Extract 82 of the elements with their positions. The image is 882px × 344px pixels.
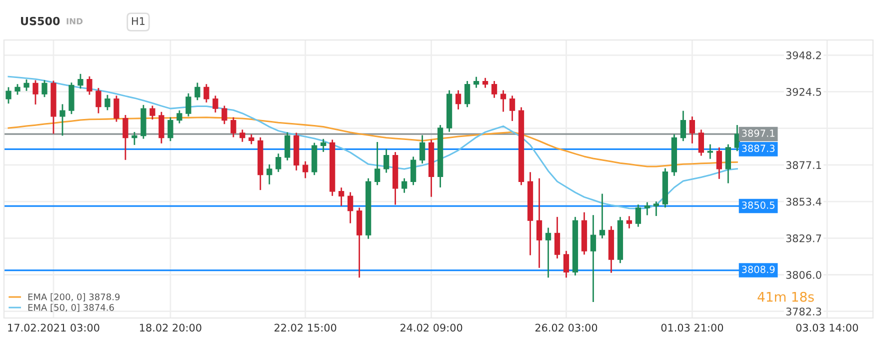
candlestick	[6, 87, 12, 104]
y-tick-label: 3806.0	[786, 270, 822, 279]
candlestick	[680, 110, 686, 142]
y-tick-label: 3853.4	[786, 198, 822, 206]
candlestick	[725, 144, 731, 184]
legend-label: EMA [50, 0] 3874.6	[28, 304, 114, 312]
candlestick	[320, 138, 326, 152]
candlestick	[338, 188, 344, 206]
x-tick-label: 22.02 15:00	[274, 324, 336, 332]
candlestick	[122, 114, 128, 160]
x-tick-label: 03.03 14:00	[796, 324, 858, 332]
text: H1	[132, 17, 144, 25]
candlestick	[500, 90, 506, 112]
candlestick	[230, 117, 236, 138]
ref-line-label: 3897.1	[742, 130, 774, 137]
candlestick	[689, 116, 696, 144]
candlestick	[401, 178, 408, 193]
candlestick	[374, 142, 380, 186]
candlestick	[284, 132, 290, 160]
candlestick	[114, 96, 120, 122]
candlestick	[168, 117, 174, 142]
candlestick	[60, 104, 66, 136]
candlestick	[698, 130, 704, 156]
candlestick	[348, 192, 354, 224]
ref-line-label: 3808.9	[742, 266, 775, 274]
chart-title: US500	[21, 16, 60, 26]
candlestick	[132, 132, 138, 145]
y-tick-label: 3924.5	[786, 88, 822, 96]
candlestick	[14, 84, 20, 95]
ref-line-label: 3887.3	[742, 144, 775, 152]
candlestick	[186, 93, 192, 116]
candlestick	[716, 147, 722, 179]
candlestick	[545, 228, 552, 278]
candlestick	[276, 154, 282, 172]
candlestick	[86, 76, 92, 95]
candlestick	[96, 88, 102, 114]
candlestick	[212, 96, 218, 113]
candlestick	[176, 110, 182, 124]
candlestick	[536, 178, 542, 268]
candlestick	[150, 106, 156, 120]
candlestick	[240, 130, 246, 142]
x-tick-label: 17.02.2021 03:00	[8, 324, 100, 332]
y-tick-label: 3948.2	[786, 51, 821, 60]
candlestick	[78, 74, 84, 89]
candlestick	[707, 144, 713, 159]
y-tick-label: 3829.7	[786, 234, 822, 242]
candlestick	[384, 148, 390, 173]
candlestick	[266, 164, 272, 184]
candlestick	[644, 202, 650, 216]
ref-line-label: 3850.5	[742, 201, 774, 209]
candlestick	[626, 216, 632, 228]
candlestick	[104, 94, 110, 110]
candlestick	[653, 201, 660, 216]
candlestick	[194, 82, 200, 100]
candlestick	[590, 215, 596, 302]
candlestick	[554, 216, 560, 258]
candlestick	[410, 156, 416, 186]
candlestick	[563, 250, 570, 278]
x-tick-label: 01.03 21:00	[661, 324, 724, 332]
candlestick	[491, 81, 498, 98]
text: IND	[66, 18, 83, 24]
x-tick-label: 18.02 20:00	[140, 324, 202, 332]
legend-label: EMA [200, 0] 3878.9	[28, 293, 120, 302]
candlestick	[509, 96, 516, 122]
y-tick-label: 3782.3	[786, 308, 822, 316]
candlestick	[24, 79, 30, 91]
candlestick	[42, 80, 48, 98]
candlestick	[32, 80, 38, 104]
candlestick	[158, 112, 164, 144]
candlestick	[599, 194, 606, 238]
candlestick	[302, 161, 308, 178]
candlestick	[204, 84, 210, 102]
candlestick	[222, 106, 228, 124]
y-tick-label: 3877.1	[786, 161, 821, 170]
x-tick-label: 26.02 03:00	[535, 324, 598, 332]
candlestick	[473, 76, 480, 88]
candlestick	[455, 90, 462, 110]
candlestick	[419, 135, 426, 164]
annotation: 41m 18s	[758, 292, 814, 302]
candlestick	[635, 204, 642, 227]
candlestick	[464, 81, 470, 108]
x-tick-label: 24.02 09:00	[400, 324, 462, 332]
